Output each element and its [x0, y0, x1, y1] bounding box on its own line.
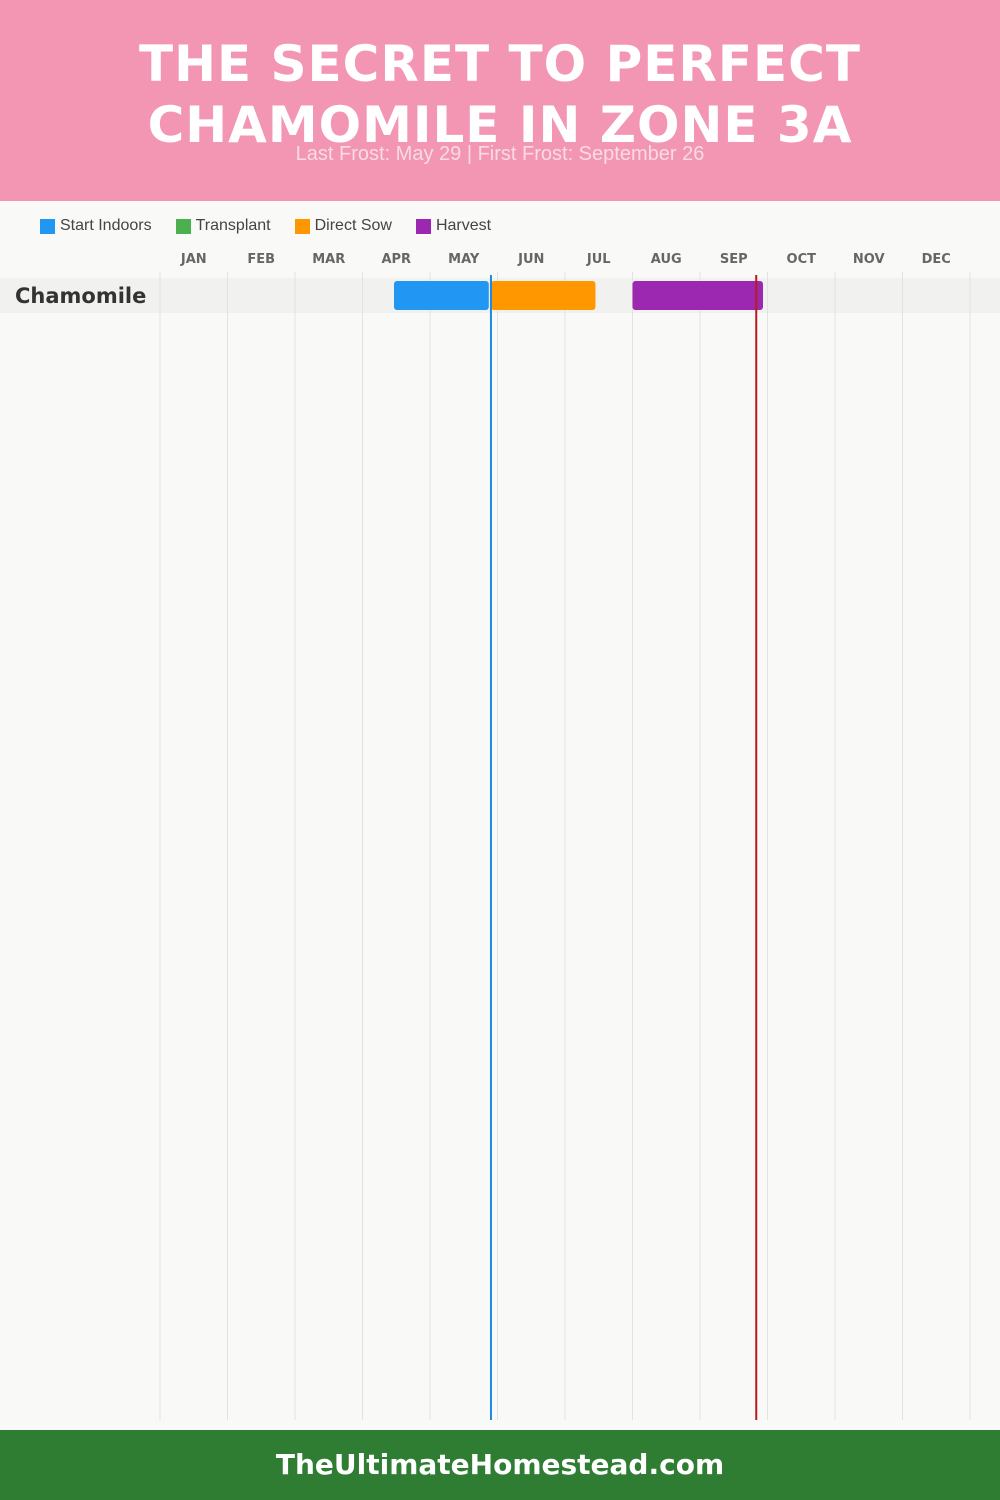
month-label-apr: APR: [381, 252, 411, 267]
legend: Start Indoors Transplant Direct Sow Harv…: [40, 214, 515, 238]
legend-label-start-indoors: Start Indoors: [60, 217, 152, 234]
month-label-may: MAY: [448, 252, 480, 267]
month-label-feb: FEB: [247, 252, 275, 267]
month-label-dec: DEC: [922, 252, 951, 267]
title-line-1: THE SECRET TO PERFECT: [139, 35, 861, 93]
legend-item-harvest: Harvest: [415, 217, 492, 235]
legend-item-start-indoors: Start Indoors: [40, 217, 152, 235]
legend-swatch-harvest: [415, 218, 431, 234]
task-bar-direct-sow: [490, 281, 596, 310]
header-banner: THE SECRET TO PERFECT CHAMOMILE IN ZONE …: [0, 0, 1000, 201]
footer-banner: TheUltimateHomestead.com: [0, 1430, 1000, 1500]
month-label-aug: AUG: [651, 252, 682, 267]
title-line-2: CHAMOMILE IN ZONE 3A: [147, 96, 853, 154]
legend-swatch-transplant: [175, 218, 191, 234]
month-label-jul: JUL: [586, 252, 611, 267]
crop-label: Chamomile: [15, 284, 146, 308]
month-label-mar: MAR: [312, 252, 345, 267]
month-label-jan: JAN: [180, 252, 207, 267]
legend-item-direct-sow: Direct Sow: [294, 217, 392, 235]
legend-swatch-start-indoors: [40, 218, 55, 234]
legend-label-direct-sow: Direct Sow: [314, 217, 392, 234]
planting-calendar-chart: JAN FEB MAR APR MAY JUN JUL AUG SEP OCT NOV DEC Cham…: [0, 252, 1000, 1420]
frost-dates-subtitle: Last Frost: May 29 | First Frost: Septem…: [295, 143, 705, 165]
month-label-sep: SEP: [720, 252, 748, 267]
legend-label-transplant: Transplant: [195, 217, 271, 234]
task-bar-harvest: [632, 281, 763, 310]
task-bar-start-indoors: [394, 281, 489, 310]
footer-site-link[interactable]: TheUltimateHomestead.com: [275, 1448, 725, 1481]
legend-item-transplant: Transplant: [175, 217, 271, 235]
month-label-oct: OCT: [787, 252, 817, 267]
page-title: THE SECRET TO PERFECT CHAMOMILE IN ZONE …: [0, 34, 1000, 156]
month-label-jun: JUN: [517, 252, 544, 267]
month-label-nov: NOV: [853, 252, 885, 267]
legend-swatch-direct-sow: [294, 218, 310, 234]
legend-label-harvest: Harvest: [435, 217, 492, 234]
